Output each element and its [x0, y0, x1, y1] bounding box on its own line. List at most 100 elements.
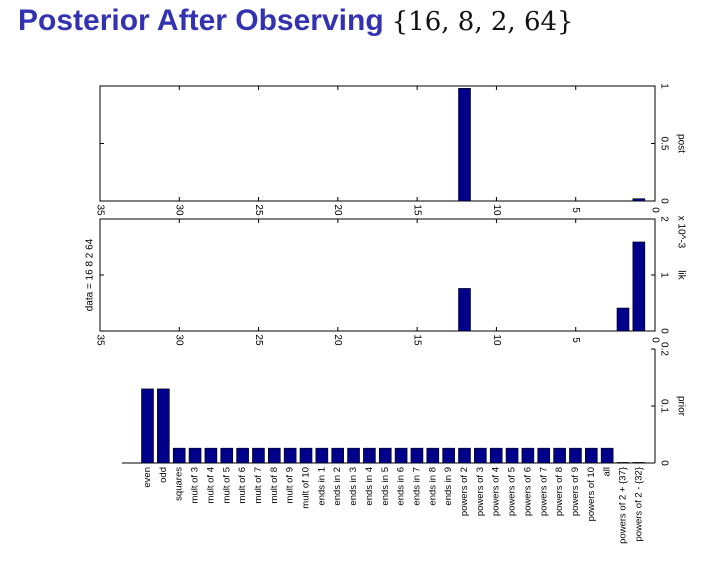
category-label-powers-of-5: powers of 5	[507, 467, 518, 516]
category-label-powers-of-8: powers of 8	[554, 467, 565, 516]
plot-frame-post	[99, 85, 656, 202]
bar-prior-mult-of-9	[283, 447, 297, 464]
category-label-mult-of-9: mult of 9	[285, 467, 296, 503]
x-tick-label-post-15: 15	[412, 204, 423, 216]
category-label-ends-in-1: ends in 1	[316, 467, 327, 506]
bar-lik-powers-of-2	[458, 288, 471, 332]
category-label-all: all	[602, 467, 613, 477]
bar-prior-mult-of-8	[267, 447, 281, 464]
slide-title: Posterior After Observing {16, 8, 2, 64}	[18, 4, 574, 38]
bar-prior-ends-in-2	[331, 447, 345, 464]
x-tick-label-lik-35: 35	[94, 334, 105, 346]
bar-prior-powers-of-8	[553, 447, 566, 464]
x-tick-label-lik-15: 15	[412, 334, 423, 346]
x-tick-label-post-0: 0	[649, 207, 660, 213]
bar-lik-powers-of-2-37-	[616, 307, 630, 332]
bar-prior-ends-in-3	[347, 447, 360, 464]
category-label-mult-of-8: mult of 8	[269, 467, 280, 503]
y-tick-label-lik-0: 0	[658, 328, 669, 334]
category-label-mult-of-10: mult of 10	[301, 467, 312, 509]
bar-prior-powers-of-9	[569, 447, 582, 464]
y-tick-label-post-0.5: 0.5	[658, 137, 669, 151]
category-label-powers-of-2-32-: powers of 2 - {32}	[633, 467, 644, 541]
bar-prior-powers-of-2-37-	[616, 462, 630, 464]
bar-prior-ends-in-8	[426, 447, 440, 464]
bar-prior-ends-in-5	[378, 447, 392, 464]
bar-prior-powers-of-2-32-	[632, 462, 646, 464]
prior-y-tick-label-0.1: 0.1	[658, 399, 669, 413]
category-label-ends-in-2: ends in 2	[332, 467, 343, 506]
x-tick-label-lik-0: 0	[649, 337, 660, 343]
bar-prior-ends-in-9	[442, 447, 455, 464]
bar-prior-ends-in-4	[363, 447, 376, 464]
y-axis-label-post: post	[675, 134, 686, 153]
y-tick-label-lik-1: 1	[658, 272, 669, 278]
bar-prior-mult-of-3	[188, 447, 202, 464]
bar-prior-powers-of-3	[474, 447, 487, 464]
y-tick-label-post-1: 1	[658, 83, 669, 89]
lik-multiplier: x 10^-3	[675, 216, 686, 249]
category-label-powers-of-9: powers of 9	[570, 467, 581, 516]
category-label-powers-of-4: powers of 4	[491, 467, 502, 516]
category-label-ends-in-4: ends in 4	[364, 467, 375, 506]
category-label-powers-of-10: powers of 10	[586, 467, 597, 521]
x-tick-label-post-10: 10	[491, 204, 502, 216]
category-label-ends-in-3: ends in 3	[348, 467, 359, 506]
x-tick-label-post-25: 25	[253, 204, 264, 216]
bar-post-powers-of-2-32-	[632, 198, 646, 202]
x-tick-label-lik-20: 20	[332, 334, 343, 346]
category-label-mult-of-4: mult of 4	[205, 467, 216, 503]
y-tick-label-post-0: 0	[658, 198, 669, 204]
category-label-squares: squares	[174, 467, 185, 501]
bar-prior-even	[141, 388, 154, 464]
bar-prior-all	[600, 447, 614, 464]
category-label-ends-in-9: ends in 9	[443, 467, 454, 506]
bar-prior-powers-of-7	[537, 447, 551, 464]
x-tick-label-lik-10: 10	[491, 334, 502, 346]
prior-y-tick-label-0: 0	[658, 460, 669, 466]
bar-prior-mult-of-10	[299, 447, 313, 464]
bar-prior-powers-of-2	[458, 447, 471, 464]
category-label-powers-of-6: powers of 6	[522, 467, 533, 516]
y-tick-label-lik-2: 2	[658, 216, 669, 222]
x-tick-label-post-35: 35	[94, 204, 105, 216]
category-label-powers-of-3: powers of 3	[475, 467, 486, 516]
x-tick-label-post-30: 30	[174, 204, 185, 216]
category-label-powers-of-7: powers of 7	[538, 467, 549, 516]
category-label-ends-in-6: ends in 6	[396, 467, 407, 506]
bar-prior-ends-in-6	[394, 447, 408, 464]
bar-prior-powers-of-6	[521, 447, 535, 464]
bar-prior-mult-of-7	[252, 447, 265, 464]
category-label-ends-in-7: ends in 7	[411, 467, 422, 506]
category-label-mult-of-5: mult of 5	[221, 467, 232, 503]
y-axis-label-lik: lik	[675, 270, 686, 280]
prior-y-tick-label-0.2: 0.2	[658, 342, 669, 356]
category-label-mult-of-7: mult of 7	[253, 467, 264, 503]
x-tick-label-post-5: 5	[570, 207, 581, 213]
category-label-ends-in-8: ends in 8	[427, 467, 438, 506]
bar-post-powers-of-2	[458, 88, 471, 202]
bar-prior-powers-of-10	[584, 447, 598, 464]
x-tick-label-lik-30: 30	[174, 334, 185, 346]
bar-prior-squares	[172, 447, 186, 464]
bar-prior-powers-of-5	[505, 447, 519, 464]
category-label-odd: odd	[158, 467, 169, 483]
category-label-powers-of-2: powers of 2	[459, 467, 470, 516]
slide-title-text: Posterior After Observing	[18, 4, 384, 37]
data-side-label: data = 16 8 2 64	[85, 238, 96, 311]
category-label-ends-in-5: ends in 5	[380, 467, 391, 506]
plot-frame-lik	[99, 218, 656, 332]
slide-title-math: {16, 8, 2, 64}	[391, 7, 574, 37]
category-label-powers-of-2-37-: powers of 2 + {37}	[618, 467, 629, 544]
bar-prior-odd	[157, 388, 170, 464]
y-axis-label-prior: prior	[675, 396, 686, 417]
bar-prior-ends-in-7	[410, 447, 424, 464]
bar-lik-powers-of-2-32-	[632, 241, 646, 332]
x-tick-label-lik-5: 5	[570, 337, 581, 343]
x-tick-label-post-20: 20	[332, 204, 343, 216]
bar-prior-powers-of-4	[489, 447, 503, 464]
bar-prior-mult-of-6	[236, 447, 249, 464]
bar-prior-mult-of-4	[204, 447, 218, 464]
x-tick-label-lik-25: 25	[253, 334, 264, 346]
